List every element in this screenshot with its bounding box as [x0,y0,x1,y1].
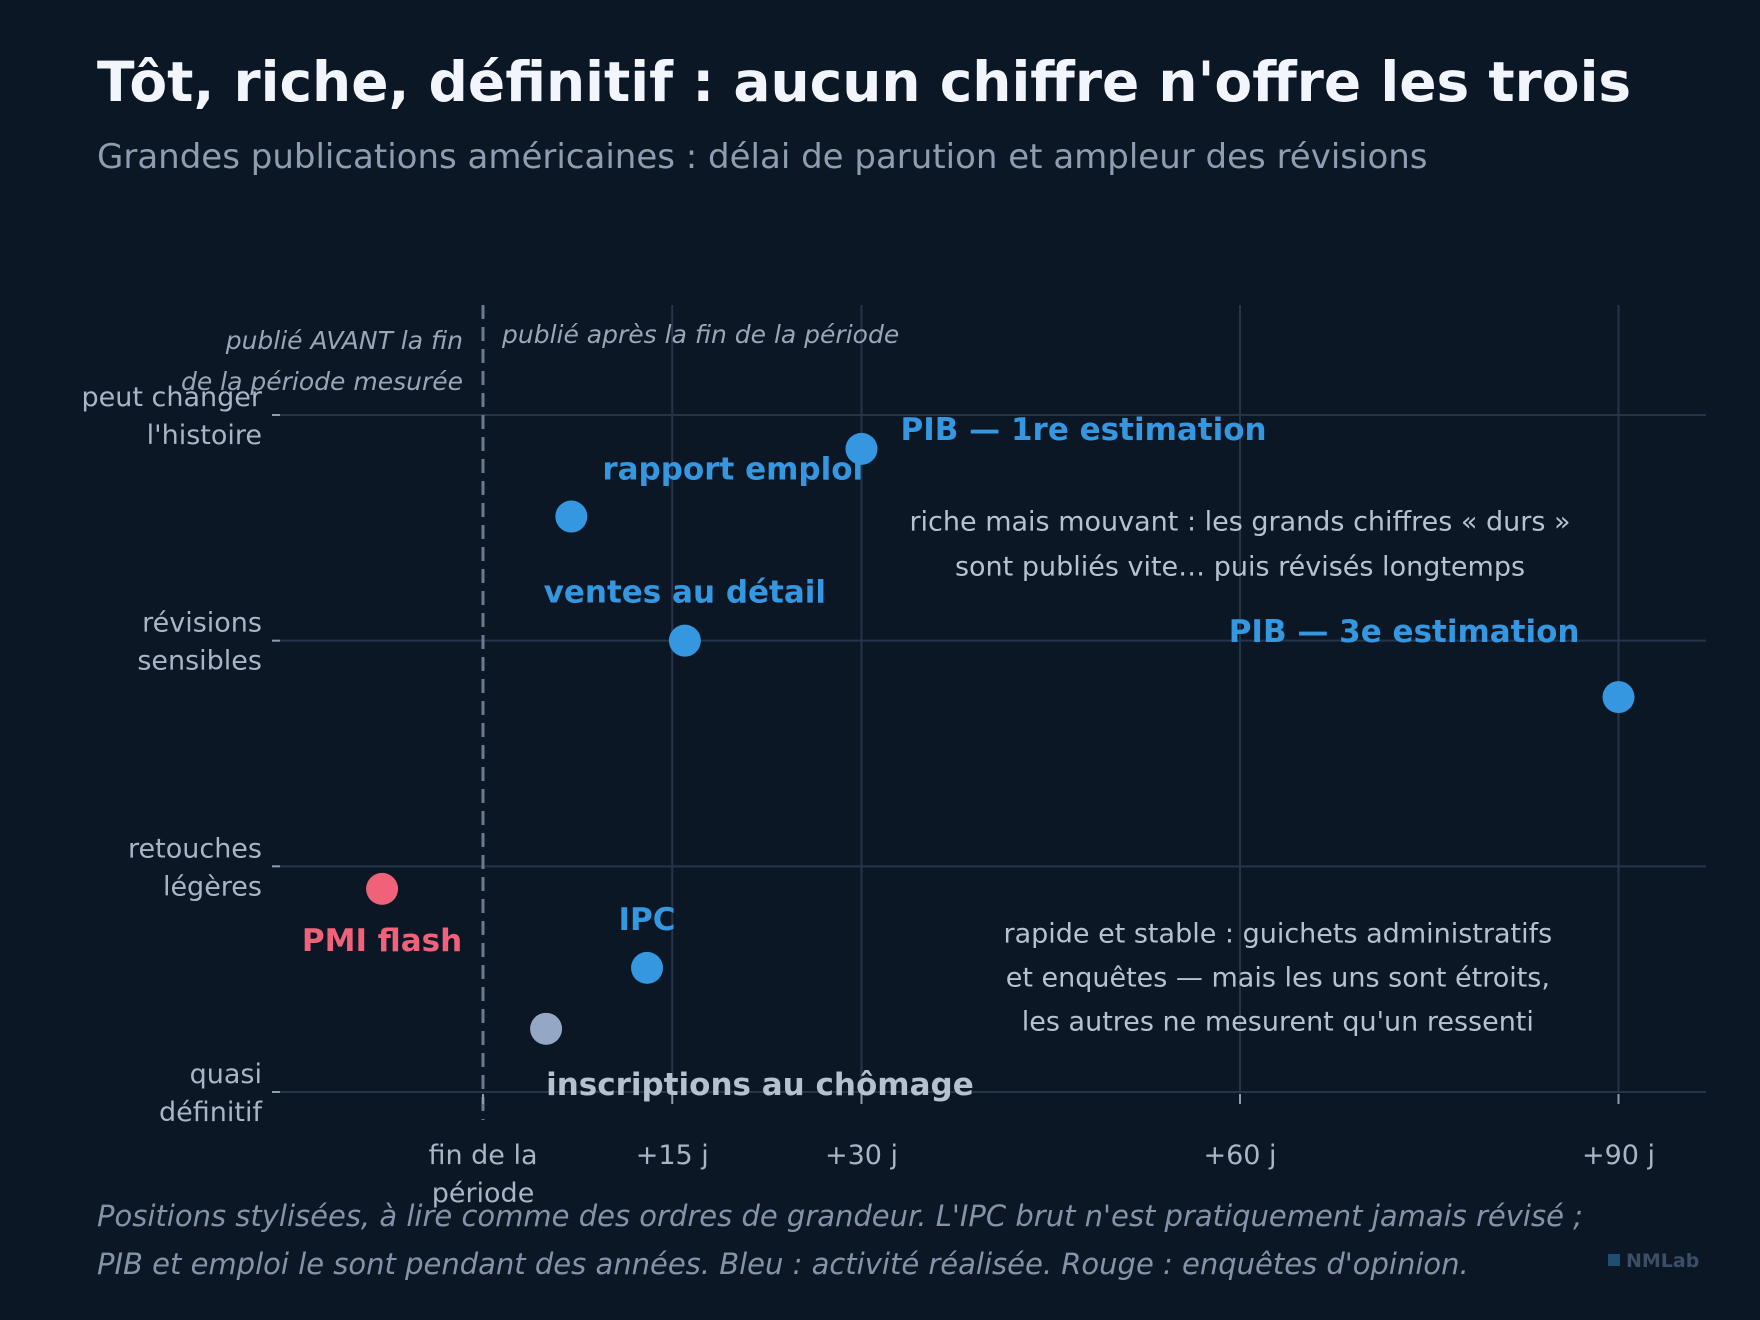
point-label: PMI flash [302,923,462,959]
data-point [555,500,588,533]
chart-title: Tôt, riche, définitif : aucun chiffre n'… [97,50,1632,114]
footnote: Positions stylisées, à lire comme des or… [97,1192,1657,1288]
point-label: inscriptions au chômage [546,1067,974,1103]
x-tick-label: +90 j [1582,1140,1655,1171]
data-point [668,624,701,657]
annotation-text: rapide et stable : guichets administrati… [1003,918,1552,1037]
chart-subtitle: Grandes publications américaines : délai… [97,137,1428,177]
x-tick-label: +30 j [825,1140,898,1171]
data-points [366,432,1635,1045]
region-labels: publié AVANT la fin de la période mesurée… [181,320,899,396]
data-point [845,432,878,465]
region-label-before: publié AVANT la fin de la période mesurée [181,326,463,396]
y-tick-label: retouches légères [128,833,262,902]
footnote-line: Positions stylisées, à lire comme des or… [97,1199,1583,1233]
x-tick-label: +15 j [636,1140,709,1171]
data-point [1602,681,1635,714]
data-point [366,872,399,905]
y-tick-label: peut changer l'histoire [82,382,263,451]
point-label: ventes au détail [544,575,826,611]
y-tick-label: quasi définitif [159,1059,263,1128]
x-tick-label: fin de la période [428,1140,537,1209]
annotation-text: riche mais mouvant : les grands chiffres… [909,506,1570,582]
data-point [631,951,664,984]
y-tick-label: révisions sensibles [137,608,262,677]
axis-ticks: quasi définitif retouches légères révisions s… [82,382,1656,1209]
point-label: PIB — 1re estimation [901,412,1267,448]
data-point [530,1012,563,1045]
brand-logo: NMLab [1608,1250,1699,1272]
point-labels: PIB — 1re estimation rapport emploi ventes… [302,412,1580,1103]
point-label: IPC [619,902,676,938]
point-label: rapport emploi [602,452,863,488]
annotations: riche mais mouvant : les grands chiffres… [909,506,1570,1037]
x-tick-label: +60 j [1203,1140,1276,1171]
region-label-after: publié après la fin de la période [501,320,899,349]
brand-square-icon [1608,1254,1620,1266]
footnote-line: PIB et emploi le sont pendant des années… [97,1247,1469,1281]
point-label: PIB — 3e estimation [1229,614,1580,650]
brand-name: NMLab [1626,1250,1700,1272]
